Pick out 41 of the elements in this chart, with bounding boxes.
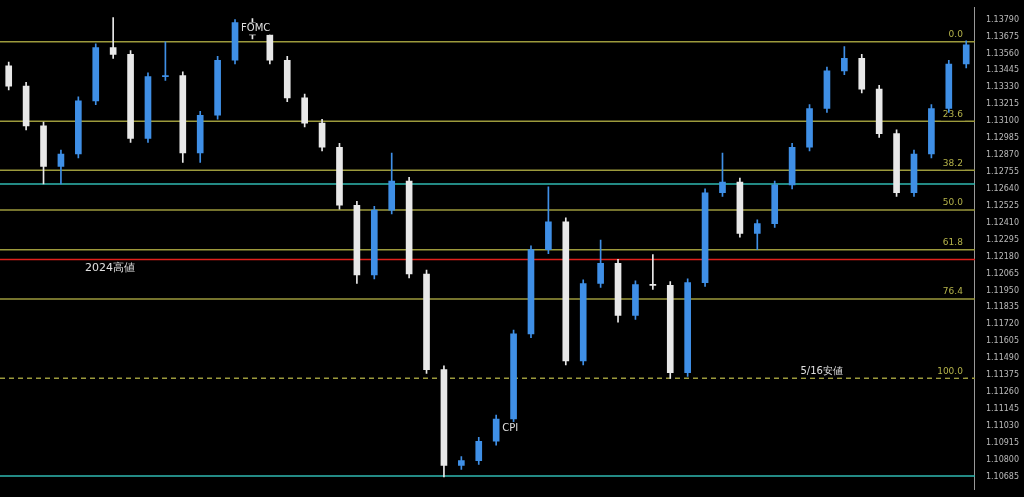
y-tick-label: 1.13330 (985, 82, 1020, 92)
y-tick-label: 1.13215 (985, 99, 1020, 109)
y-tick-label: 1.11260 (985, 387, 1020, 397)
y-tick-label: 1.11720 (985, 319, 1020, 329)
y-tick-label: 1.11375 (985, 370, 1020, 380)
y-tick-label: 1.12755 (985, 167, 1020, 177)
y-tick-label: 1.12640 (985, 183, 1020, 193)
y-tick-label: 1.13560 (985, 48, 1020, 58)
y-tick-label: 1.13445 (985, 65, 1020, 75)
y-tick-label: 1.13100 (985, 116, 1020, 126)
y-tick-label: 1.12410 (985, 217, 1020, 227)
annotation: 50.0 (942, 197, 964, 208)
y-tick-label: 1.12180 (985, 251, 1020, 261)
y-tick-label: 1.10685 (985, 471, 1020, 481)
annotation: 23.6 (942, 108, 964, 119)
annotation: 76.4 (942, 286, 964, 297)
annotation: 61.8 (942, 237, 964, 248)
y-tick-label: 1.11030 (985, 420, 1020, 430)
y-tick-label: 1.10915 (985, 437, 1020, 447)
y-tick-label: 1.11490 (985, 353, 1020, 363)
candlestick (109, 17, 117, 59)
y-tick-label: 1.11605 (985, 336, 1020, 346)
y-tick-label: 1.12295 (985, 234, 1020, 244)
annotation: 38.2 (942, 157, 963, 168)
annotation: 100.0 (937, 365, 964, 376)
y-tick-label: 1.11145 (985, 404, 1020, 414)
ref-line-label: 2024高値 (85, 260, 135, 274)
y-tick-label: 1.11950 (985, 285, 1020, 295)
annotation: FOMC (241, 22, 271, 34)
annotation: 0.0 (948, 29, 964, 40)
y-tick-label: 1.12525 (985, 200, 1020, 210)
y-tick-label: 1.12870 (985, 150, 1020, 160)
annotation: 5/16安値 (800, 364, 843, 376)
y-tick-label: 1.10800 (985, 454, 1020, 464)
annotation: CPI (502, 421, 519, 433)
y-tick-label: 1.12065 (985, 268, 1020, 278)
y-tick-label: 1.13790 (985, 14, 1020, 24)
y-tick-label: 1.11835 (985, 302, 1020, 312)
candlestick (649, 254, 657, 290)
y-tick-label: 1.13675 (985, 31, 1020, 41)
y-tick-label: 1.12985 (985, 133, 1020, 143)
